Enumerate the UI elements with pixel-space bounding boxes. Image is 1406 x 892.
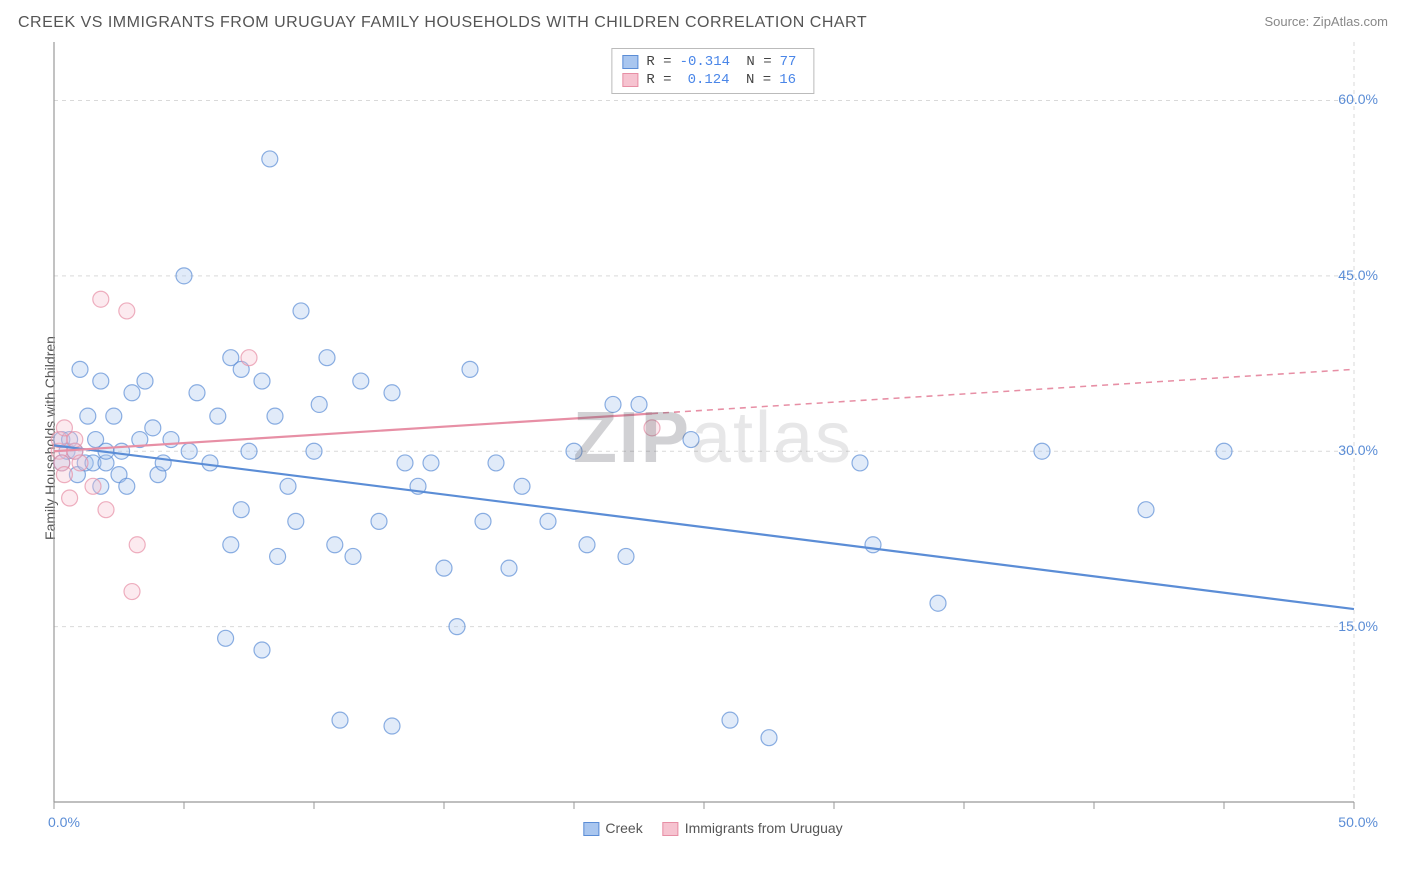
r-value-uruguay: 0.124 xyxy=(680,72,730,88)
legend-item-creek: Creek xyxy=(583,820,642,836)
stats-row-creek: R = -0.314 N = 77 xyxy=(622,53,803,71)
swatch-creek xyxy=(583,822,599,836)
legend-item-uruguay: Immigrants from Uruguay xyxy=(663,820,843,836)
x-tick-label: 50.0% xyxy=(1338,814,1378,830)
x-tick-label: 0.0% xyxy=(48,814,80,830)
y-tick-label: 45.0% xyxy=(1338,267,1378,283)
n-label: N = xyxy=(738,54,772,70)
stats-row-uruguay: R = 0.124 N = 16 xyxy=(622,71,803,89)
n-value-creek: 77 xyxy=(780,54,804,70)
r-label: R = xyxy=(646,54,671,70)
r-value-creek: -0.314 xyxy=(680,54,730,70)
source-label: Source: ZipAtlas.com xyxy=(1264,14,1388,29)
chart-container: Family Households with Children ZIPatlas… xyxy=(44,42,1382,834)
legend-label-creek: Creek xyxy=(605,820,642,836)
chart-title: CREEK VS IMMIGRANTS FROM URUGUAY FAMILY … xyxy=(18,14,867,32)
r-label: R = xyxy=(646,72,671,88)
header: CREEK VS IMMIGRANTS FROM URUGUAY FAMILY … xyxy=(18,14,1388,32)
y-tick-label: 60.0% xyxy=(1338,91,1378,107)
n-value-uruguay: 16 xyxy=(779,72,803,88)
scatter-plot xyxy=(44,42,1382,834)
stats-legend: R = -0.314 N = 77 R = 0.124 N = 16 xyxy=(611,48,814,94)
swatch-uruguay xyxy=(663,822,679,836)
swatch-uruguay xyxy=(622,73,638,87)
y-tick-label: 15.0% xyxy=(1338,618,1378,634)
swatch-creek xyxy=(622,55,638,69)
legend-label-uruguay: Immigrants from Uruguay xyxy=(685,820,843,836)
y-tick-label: 30.0% xyxy=(1338,442,1378,458)
bottom-legend: Creek Immigrants from Uruguay xyxy=(583,820,842,836)
n-label: N = xyxy=(738,72,772,88)
